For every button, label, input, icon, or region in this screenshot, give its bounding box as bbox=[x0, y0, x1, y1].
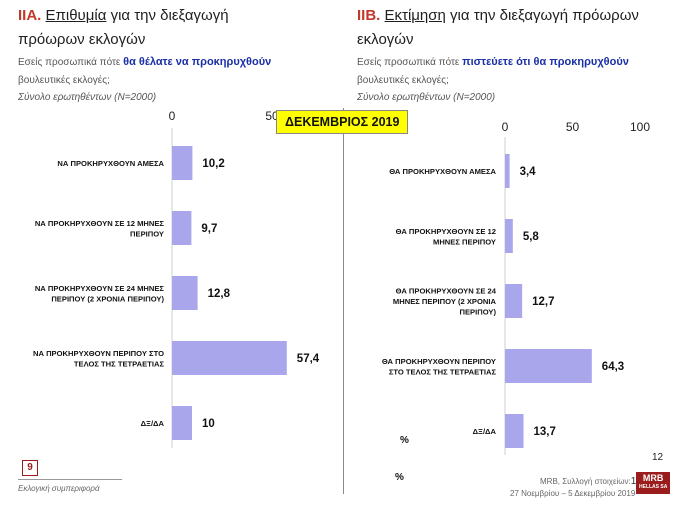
right-title: ΙΙΒ. Εκτίμηση για την διεξαγωγή πρόωρων bbox=[357, 4, 639, 28]
right-category-label: ΘΑ ΠΡΟΚΗΡΥΧΘΟΥΝ ΣΕ 24 bbox=[396, 287, 497, 296]
right-title-line2: εκλογών bbox=[357, 31, 414, 48]
left-category-label: ΝΑ ΠΡΟΚΗΡΥΧΘΟΥΝ ΠΕΡΙΠΟΥ ΣΤΟ bbox=[33, 349, 164, 358]
left-tick-label: 50 bbox=[265, 109, 279, 123]
right-tick-label: 100 bbox=[630, 120, 650, 134]
right-question: Εσείς προσωπικά πότε πιστεύετε ότι θα πρ… bbox=[357, 55, 677, 70]
right-title-code: ΙΙΒ. bbox=[357, 7, 381, 24]
left-category-label: ΝΑ ΠΡΟΚΗΡΥΧΘΟΥΝ ΣΕ 12 ΜΗΝΕΣ bbox=[35, 219, 165, 228]
footer-section: Εκλογική συμπεριφορά bbox=[18, 484, 100, 493]
mrb-logo: MRB HELLAS SA bbox=[636, 472, 671, 494]
right-category-label: ΜΗΝΕΣ ΠΕΡΙΠΟΥ (2 ΧΡΟΝΙΑ bbox=[393, 297, 497, 306]
right-question-text: Εσείς προσωπικά πότε bbox=[357, 57, 463, 68]
percent-sign-2: % bbox=[395, 472, 404, 483]
right-category-label: ΘΑ ΠΡΟΚΗΡΥΧΘΟΥΝ ΑΜΕΣΑ bbox=[389, 167, 496, 176]
right-bar-chart: 0 50 100 3,4 ΘΑ ΠΡΟΚΗΡΥΧΘΟΥΝ ΑΜΕΣΑ 5,8 ΘΑ ΠΡΟΚ… bbox=[382, 120, 650, 455]
left-value-label: 9,7 bbox=[201, 223, 217, 235]
page-number-box: 9 bbox=[22, 460, 38, 476]
right-value-label: 5,8 bbox=[523, 231, 540, 243]
right-value-label: 12,7 bbox=[532, 296, 554, 308]
right-title-keyword: Εκτίμηση bbox=[384, 7, 446, 24]
footer-source: MRB, Συλλογή στοιχείων:12 bbox=[540, 476, 642, 487]
right-category-label: ΘΑ ΠΡΟΚΗΡΥΧΘΟΥΝ ΠΕΡΙΠΟΥ bbox=[382, 357, 496, 366]
right-question-line2: βουλευτικές εκλογές; bbox=[357, 75, 449, 86]
left-category-label: ΠΕΡΙΠΟΥ (2 ΧΡΟΝΙΑ ΠΕΡΙΠΟΥ) bbox=[51, 294, 164, 303]
left-base: Σύνολο ερωτηθέντων (N=2000) bbox=[18, 92, 157, 103]
right-question-highlight: πιστεύετε ότι θα προκηρυχθούν bbox=[462, 56, 629, 68]
right-bar bbox=[505, 219, 513, 253]
left-bar bbox=[172, 341, 287, 375]
left-title-rest: για την διεξαγωγή bbox=[106, 7, 229, 24]
left-value-label: 57,4 bbox=[297, 353, 320, 365]
left-value-label: 10 bbox=[202, 418, 215, 430]
right-value-label: 3,4 bbox=[520, 166, 537, 178]
panel-divider bbox=[343, 108, 344, 494]
percent-sign-1: % bbox=[400, 435, 409, 446]
left-tick-label: 0 bbox=[169, 109, 176, 123]
left-category-label: ΔΞ/ΔΑ bbox=[141, 419, 165, 428]
left-bar bbox=[172, 276, 198, 310]
left-value-label: 10,2 bbox=[202, 158, 224, 170]
left-category-label: ΝΑ ΠΡΟΚΗΡΥΧΘΟΥΝ ΣΕ 24 ΜΗΝΕΣ bbox=[35, 284, 165, 293]
right-category-label: ΘΑ ΠΡΟΚΗΡΥΧΘΟΥΝ ΣΕ 12 bbox=[396, 227, 496, 236]
date-badge: ΔΕΚΕΜΒΡΙΟΣ 2019 bbox=[276, 110, 409, 134]
right-page-number: 12 bbox=[652, 452, 664, 463]
left-category-label: ΠΕΡΙΠΟΥ bbox=[130, 229, 164, 238]
left-bar bbox=[172, 406, 192, 440]
right-bar bbox=[505, 284, 523, 318]
logo-line1: MRB bbox=[642, 473, 664, 483]
left-title-line2: πρόωρων εκλογών bbox=[18, 31, 146, 48]
right-bar bbox=[505, 349, 592, 383]
right-title-rest: για την διεξαγωγή πρόωρων bbox=[445, 7, 639, 24]
left-title: ΙΙΑ. Επιθυμία για την διεξαγωγή bbox=[18, 4, 229, 28]
left-title-keyword: Επιθυμία bbox=[45, 7, 107, 24]
left-category-label: ΤΕΛΟΣ ΤΗΣ ΤΕΤΡΑΕΤΙΑΣ bbox=[74, 359, 165, 368]
right-bar bbox=[505, 414, 524, 448]
right-base: Σύνολο ερωτηθέντων (N=2000) bbox=[357, 92, 496, 103]
left-category-label: ΝΑ ΠΡΟΚΗΡΥΧΘΟΥΝ ΑΜΕΣΑ bbox=[57, 159, 164, 168]
right-category-label: ΠΕΡΙΠΟΥ) bbox=[460, 308, 497, 317]
right-tick-label: 50 bbox=[566, 120, 580, 134]
right-bar bbox=[505, 154, 510, 188]
right-category-label: ΔΞ/ΔΑ bbox=[473, 427, 497, 436]
logo-line2: HELLAS SA bbox=[639, 484, 668, 490]
left-bar-chart: 0 50 10,2 ΝΑ ΠΡΟΚΗΡΥΧΘΟΥΝ ΑΜΕΣΑ 9,7 ΝΑ ΠΡΟΚΗΡ… bbox=[33, 109, 320, 448]
left-question: Εσείς προσωπικά πότε θα θέλατε να προκηρ… bbox=[18, 55, 318, 70]
left-question-line2: βουλευτικές εκλογές; bbox=[18, 75, 110, 86]
left-bar bbox=[172, 211, 192, 245]
right-value-label: 13,7 bbox=[533, 426, 555, 438]
right-tick-label: 0 bbox=[502, 120, 509, 134]
left-title-code: ΙΙΑ. bbox=[18, 7, 42, 24]
footer-rule bbox=[18, 479, 122, 480]
right-category-label: ΣΤΟ ΤΕΛΟΣ ΤΗΣ ΤΕΤΡΑΕΤΙΑΣ bbox=[389, 367, 497, 376]
left-question-text: Εσείς προσωπικά πότε bbox=[18, 57, 124, 68]
footer-source-text: MRB, Συλλογή στοιχείων: bbox=[540, 477, 631, 486]
right-value-label: 64,3 bbox=[602, 361, 624, 373]
footer-dates: 27 Νοεμβρίου – 5 Δεκεμβρίου 2019 bbox=[510, 489, 636, 498]
left-value-label: 12,8 bbox=[208, 288, 231, 300]
left-question-highlight: θα θέλατε να προκηρυχθούν bbox=[123, 56, 272, 68]
right-category-label: ΜΗΝΕΣ ΠΕΡΙΠΟΥ bbox=[433, 237, 496, 246]
left-bar bbox=[172, 146, 193, 180]
